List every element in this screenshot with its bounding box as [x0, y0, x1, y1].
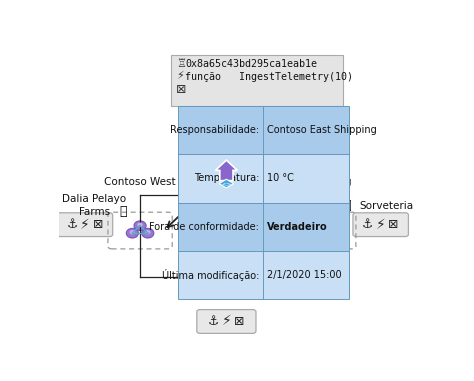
FancyBboxPatch shape — [197, 310, 256, 333]
Text: 🚌: 🚌 — [245, 176, 253, 189]
Circle shape — [220, 268, 232, 277]
FancyBboxPatch shape — [57, 213, 113, 237]
Text: ⊠: ⊠ — [388, 218, 399, 231]
Text: ⚓: ⚓ — [208, 315, 219, 328]
Text: ⚡: ⚡ — [376, 218, 385, 232]
Circle shape — [134, 221, 146, 231]
Text: 🏠: 🏠 — [120, 205, 128, 218]
Bar — [178, 154, 349, 203]
Text: 🏭: 🏭 — [205, 278, 212, 291]
Text: 10 °C: 10 °C — [267, 173, 294, 184]
Text: Contoso East Shipping: Contoso East Shipping — [267, 125, 377, 135]
Text: ⚡: ⚡ — [221, 314, 231, 328]
Text: 2/1/2020 15:00: 2/1/2020 15:00 — [267, 270, 342, 280]
Bar — [178, 203, 349, 251]
Text: Fora de conformidade:: Fora de conformidade: — [149, 222, 259, 232]
Circle shape — [224, 270, 229, 274]
Text: 0x8a65c43bd295ca1eab1e: 0x8a65c43bd295ca1eab1e — [185, 59, 317, 69]
Circle shape — [216, 277, 221, 282]
Circle shape — [313, 230, 319, 234]
Text: Última modificação:: Última modificação: — [162, 269, 259, 281]
Circle shape — [232, 195, 239, 200]
FancyBboxPatch shape — [353, 213, 409, 237]
Text: 🚌: 🚌 — [201, 176, 210, 189]
Circle shape — [310, 228, 322, 238]
Bar — [178, 106, 349, 154]
Text: 🎙: 🎙 — [344, 199, 351, 212]
Text: função   IngestTelemetry(10): função IngestTelemetry(10) — [185, 72, 353, 82]
Text: ⚓: ⚓ — [362, 218, 374, 231]
Circle shape — [210, 193, 224, 204]
Circle shape — [129, 230, 135, 234]
Circle shape — [219, 184, 234, 195]
Circle shape — [223, 186, 230, 191]
Text: ⊠: ⊠ — [92, 218, 103, 231]
Text: <>: <> — [221, 181, 232, 186]
Circle shape — [321, 223, 327, 227]
Circle shape — [228, 275, 240, 285]
Circle shape — [228, 193, 243, 204]
Text: ♖: ♖ — [176, 59, 186, 69]
Circle shape — [213, 275, 225, 285]
Polygon shape — [219, 179, 234, 188]
FancyBboxPatch shape — [171, 54, 343, 106]
Text: ⚡: ⚡ — [176, 72, 183, 82]
Text: ⊠: ⊠ — [176, 83, 186, 96]
Text: Temperatura:: Temperatura: — [193, 173, 259, 184]
Text: Responsabilidade:: Responsabilidade: — [170, 125, 259, 135]
Circle shape — [142, 228, 154, 238]
Text: Contoso East Shipping: Contoso East Shipping — [234, 177, 351, 187]
Text: Sorveteria: Sorveteria — [359, 201, 413, 211]
Circle shape — [328, 230, 334, 234]
Circle shape — [137, 223, 143, 227]
Text: ⊠: ⊠ — [234, 315, 245, 328]
Polygon shape — [215, 160, 237, 181]
Text: Dalia Pelayo
Farms: Dalia Pelayo Farms — [62, 194, 126, 217]
Text: Fábrica de sorvetes: Fábrica de sorvetes — [248, 286, 350, 296]
Circle shape — [231, 277, 237, 282]
Circle shape — [325, 228, 337, 238]
Text: Verdadeiro: Verdadeiro — [267, 222, 328, 232]
Circle shape — [318, 221, 330, 231]
Text: ⚡: ⚡ — [80, 218, 90, 232]
Circle shape — [214, 195, 220, 200]
Bar — [178, 251, 349, 299]
Text: ⚓: ⚓ — [66, 218, 78, 231]
Circle shape — [145, 230, 151, 234]
Text: Contoso West Shipping: Contoso West Shipping — [104, 177, 224, 187]
Circle shape — [126, 228, 138, 238]
